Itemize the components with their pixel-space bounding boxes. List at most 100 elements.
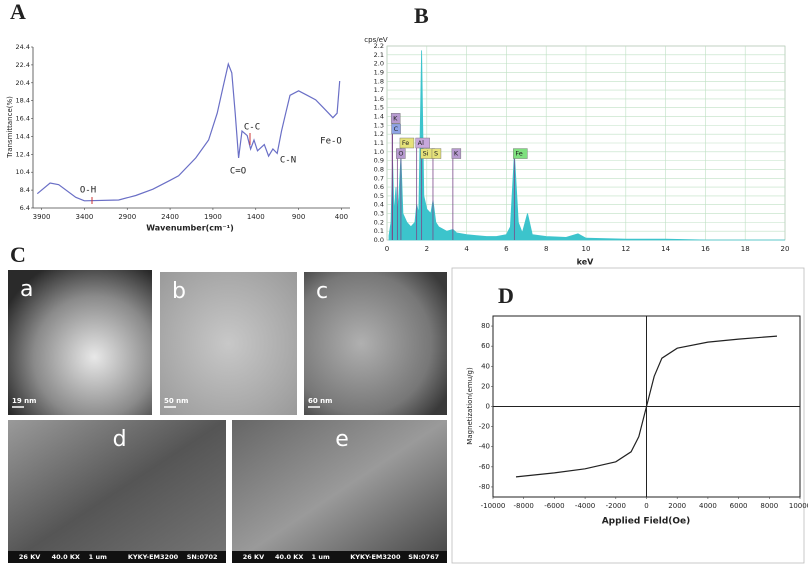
y-tick-label: 40: [481, 362, 490, 370]
y-axis-label: Magnetization(emu/g): [466, 367, 474, 445]
y-tick-label: 10.4: [16, 168, 30, 176]
y-tick-label: -40: [479, 443, 490, 451]
micrograph-footer: [232, 551, 447, 563]
micrograph: [8, 270, 152, 415]
y-tick-label: 0.3: [374, 210, 384, 218]
y-tick-label: -80: [479, 483, 490, 491]
y-tick-label: 0.4: [374, 201, 384, 209]
y-tick-label: 1.1: [374, 139, 384, 147]
y-tick-label: 22.4: [16, 61, 30, 69]
y-tick-label: 1.5: [374, 104, 384, 112]
micrograph: [160, 272, 297, 415]
x-tick-label: 3400: [75, 213, 93, 221]
micrograph-label: e: [335, 427, 349, 452]
element-box: [399, 137, 415, 149]
y-tick-label: 1.7: [374, 86, 384, 94]
y-tick-label: 18.4: [16, 97, 30, 105]
x-axis-label: Applied Field(Oe): [602, 517, 691, 527]
footer-text: 26 KV: [243, 553, 264, 561]
scale-bar-label: 50 nm: [164, 397, 188, 405]
y-tick-label: 0.7: [374, 174, 384, 182]
scale-bar-label: 60 nm: [308, 397, 332, 405]
x-tick-label: 1400: [247, 213, 265, 221]
micrograph-footer: [8, 551, 226, 563]
element-label: Si: [423, 150, 429, 158]
y-axis-label: Transmittance(%): [6, 96, 14, 159]
x-tick-label: 20: [781, 245, 790, 253]
chart: -80 -60 -40 -20 0 20 40 60 80 -10000 -8000 -6000 -40…: [466, 315, 808, 527]
element-box: [390, 113, 401, 124]
x-tick-label: 2000: [668, 502, 686, 510]
y-tick-label: 8.4: [20, 186, 30, 194]
y-tick-label: 6.4: [20, 204, 30, 212]
footer-text: 40.0 KX: [52, 553, 80, 561]
y-tick-label: 80: [481, 322, 490, 330]
y-tick-label: 1.4: [374, 113, 384, 121]
x-tick-label: 10: [582, 245, 591, 253]
element-label: C: [394, 125, 399, 133]
y-tick-label: 16.4: [16, 115, 30, 123]
y-tick-label: -60: [479, 463, 490, 471]
y-tick-label: 2.0: [374, 60, 384, 68]
y-tick-label: 12.4: [16, 150, 30, 158]
element-label: Fe: [515, 150, 522, 158]
annotation: C-C: [244, 123, 260, 133]
x-tick-label: 3900: [33, 213, 51, 221]
element-label: S: [434, 150, 438, 158]
annotation: C=O: [230, 167, 246, 177]
y-tick-label: 2.2: [374, 42, 384, 50]
chart: 6.4 8.4 10.4 12.4 14.4 16.4 18.4 20.4 22.4 24.4 39…: [6, 43, 350, 233]
micrograph: [8, 420, 226, 563]
micrograph: [232, 420, 447, 563]
micrograph-label: c: [316, 279, 328, 304]
panel-letter: B: [414, 3, 429, 28]
annotation: C-N: [280, 156, 296, 166]
element-box: [391, 123, 401, 135]
footer-text: SN:0702: [187, 553, 218, 561]
x-tick-label: 0: [385, 245, 389, 253]
x-tick-label: 0: [644, 502, 648, 510]
panel-letter: C: [10, 242, 26, 267]
x-axis-label: keV: [577, 258, 595, 267]
element-label: Fe: [402, 139, 409, 147]
micrograph: [304, 272, 447, 415]
y-tick-label: 0.2: [374, 218, 384, 226]
x-tick-label: -4000: [575, 502, 595, 510]
y-tick-label: 1.0: [374, 148, 384, 156]
panel-d-frame: [451, 267, 805, 564]
annotation: Fe-O: [320, 137, 342, 147]
micrograph-label: b: [172, 279, 186, 304]
series-line: [36, 61, 341, 202]
x-tick-label: 1900: [204, 213, 222, 221]
panel-letter: D: [498, 283, 514, 308]
x-tick-label: -10000: [481, 502, 506, 510]
series-line: [515, 335, 778, 478]
y-tick-label: 0: [486, 403, 490, 411]
element-box: [451, 148, 462, 159]
x-tick-label: 4000: [699, 502, 717, 510]
y-tick-label: 24.4: [16, 43, 30, 51]
footer-text: KYKY-EM3200: [350, 553, 401, 561]
y-tick-label: 1.2: [374, 130, 384, 138]
element-box: [431, 148, 442, 159]
x-tick-label: 4: [464, 245, 469, 253]
y-tick-label: 1.9: [374, 68, 384, 76]
x-tick-label: 6: [504, 245, 509, 253]
x-tick-label: 10000: [789, 502, 808, 510]
y-tick-label: 0.8: [374, 165, 384, 173]
y-tick-label: 2.1: [374, 51, 384, 59]
x-tick-label: 6000: [730, 502, 748, 510]
x-tick-label: 18: [741, 245, 750, 253]
x-tick-label: 16: [701, 245, 710, 253]
spectrum-area: [388, 50, 785, 241]
element-box: [415, 137, 430, 149]
x-tick-label: 8000: [760, 502, 778, 510]
footer-text: 26 KV: [19, 553, 40, 561]
x-axis-label: Wavenumber(cm⁻¹): [146, 224, 234, 233]
y-tick-label: 20: [481, 382, 490, 390]
footer-text: SN:0767: [408, 553, 439, 561]
y-tick-label: 14.4: [16, 132, 30, 140]
x-tick-label: 2900: [118, 213, 136, 221]
footer-text: KYKY-EM3200: [128, 553, 179, 561]
